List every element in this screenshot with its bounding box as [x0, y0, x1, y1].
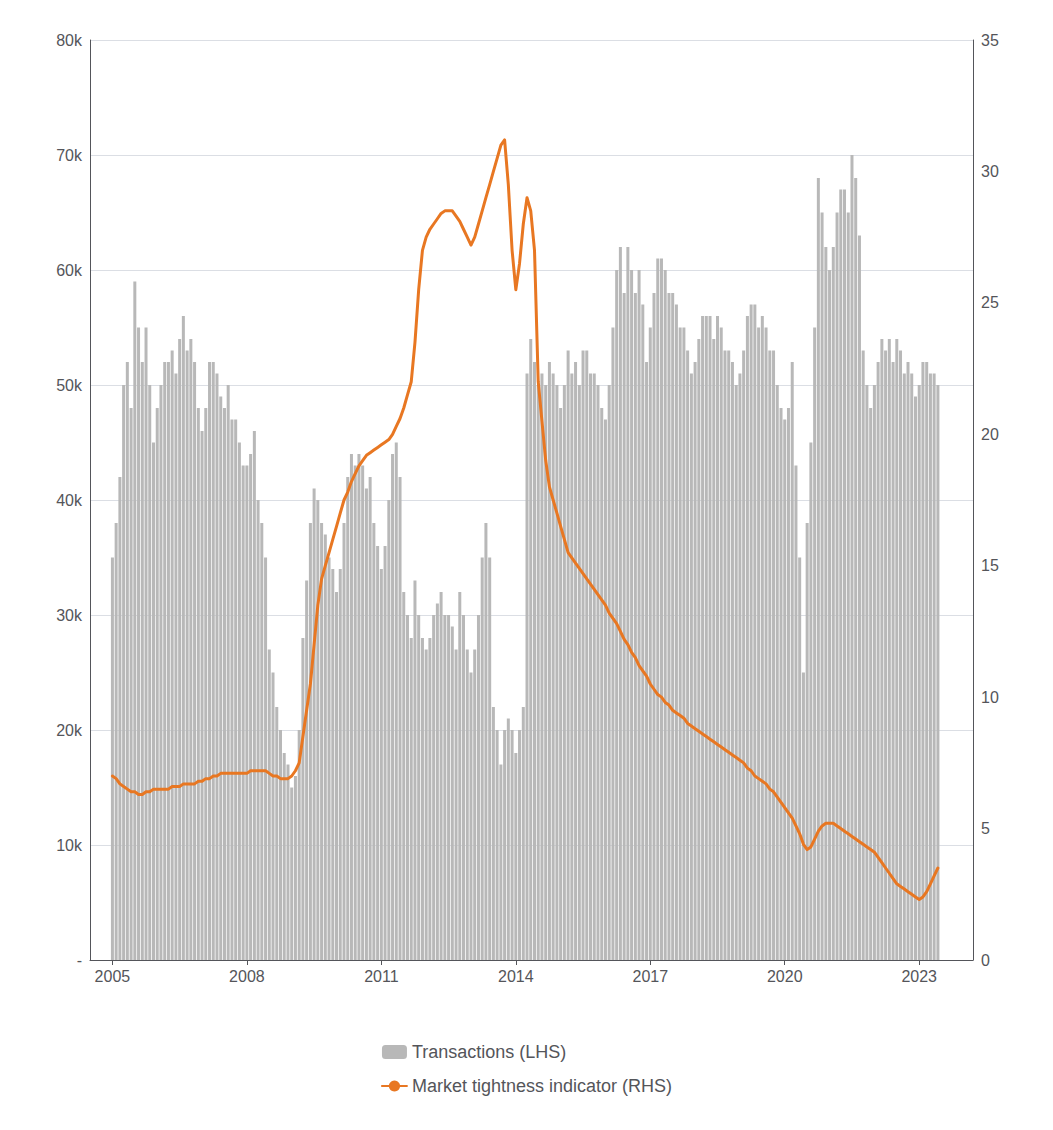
svg-text:2005: 2005 — [95, 968, 131, 985]
svg-text:2011: 2011 — [364, 968, 399, 985]
svg-text:10: 10 — [981, 689, 999, 706]
svg-text:2017: 2017 — [632, 968, 668, 985]
svg-text:5: 5 — [981, 820, 990, 837]
svg-text:50k: 50k — [56, 377, 83, 394]
svg-text:20k: 20k — [56, 722, 83, 739]
svg-text:80k: 80k — [56, 32, 83, 49]
svg-text:-: - — [77, 952, 82, 969]
svg-text:40k: 40k — [56, 492, 83, 509]
svg-text:2023: 2023 — [901, 968, 937, 985]
svg-text:60k: 60k — [56, 262, 83, 279]
svg-text:25: 25 — [981, 294, 999, 311]
svg-text:30k: 30k — [56, 607, 83, 624]
svg-text:2014: 2014 — [498, 968, 534, 985]
svg-text:2020: 2020 — [767, 968, 803, 985]
svg-text:10k: 10k — [56, 837, 83, 854]
svg-text:Market tightness indicator (RH: Market tightness indicator (RHS) — [412, 1076, 672, 1096]
svg-text:2008: 2008 — [229, 968, 265, 985]
svg-text:20: 20 — [981, 426, 999, 443]
svg-text:30: 30 — [981, 163, 999, 180]
svg-text:0: 0 — [981, 952, 990, 969]
svg-text:70k: 70k — [56, 147, 83, 164]
svg-text:Transactions (LHS): Transactions (LHS) — [412, 1042, 566, 1062]
svg-text:15: 15 — [981, 557, 999, 574]
svg-text:35: 35 — [981, 32, 999, 49]
